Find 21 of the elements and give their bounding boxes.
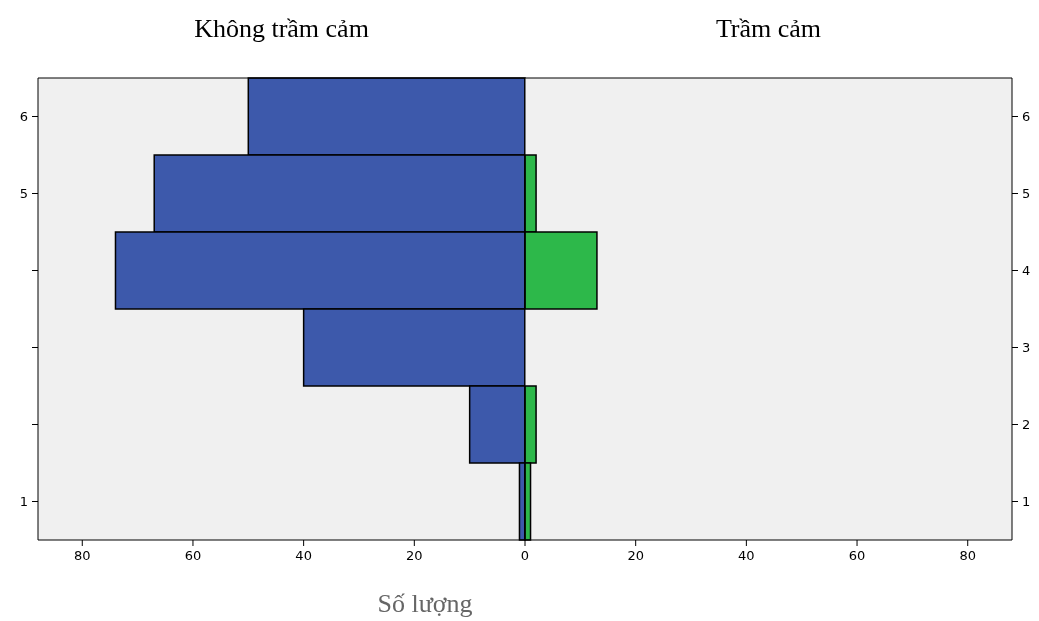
x-tick-label: 60: [848, 548, 866, 563]
x-tick-label: 40: [295, 548, 312, 563]
x-tick-label: 0: [520, 548, 530, 563]
y-tick-label: 1: [19, 494, 28, 510]
x-axis-title: Số lượng: [377, 589, 473, 618]
x-tick-label: 20: [627, 548, 644, 563]
x-tick-label: 80: [74, 548, 91, 563]
x-tick-label: 20: [406, 548, 423, 563]
y-tick-label: 2: [1022, 417, 1031, 433]
y-tick-label: 4: [1022, 263, 1031, 279]
y-tick-label: 5: [19, 186, 28, 202]
chart-title: Trầm cảm: [715, 14, 822, 43]
y-tick-label: 3: [1022, 340, 1031, 356]
x-tick-label: 80: [959, 548, 976, 563]
y-tick-label: 6: [19, 109, 28, 125]
y-tick-label: 6: [1022, 109, 1031, 125]
chart-title: Không trầm cảm: [194, 14, 369, 43]
x-tick-label: 60: [184, 548, 202, 563]
y-tick-label: 5: [1022, 186, 1031, 202]
x-tick-label: 40: [738, 548, 755, 563]
y-tick-label: 1: [1022, 494, 1031, 510]
